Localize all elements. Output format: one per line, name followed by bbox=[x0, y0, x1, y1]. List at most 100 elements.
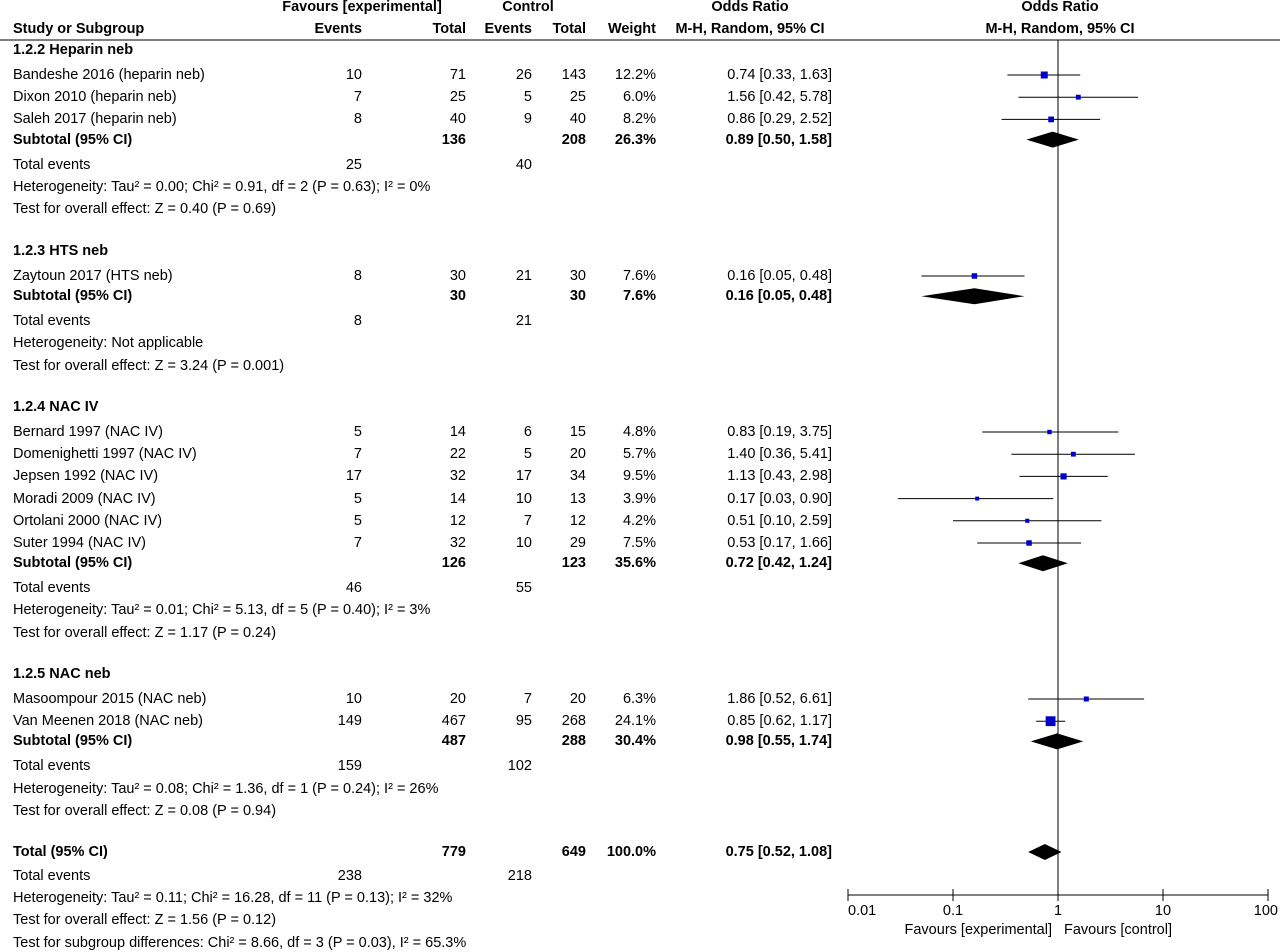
header-study-col: Study or Subgroup bbox=[13, 21, 145, 37]
study-name: Ortolani 2000 (NAC IV) bbox=[13, 512, 163, 529]
exp-total: 32 bbox=[449, 535, 466, 551]
subtotal-odds-ratio: 0.98 [0.55, 1.74] bbox=[725, 733, 832, 750]
study-odds-ratio: 0.53 [0.17, 1.66] bbox=[727, 535, 832, 551]
ctrl-events: 5 bbox=[523, 89, 532, 106]
subgroup-differences-text: Test for subgroup differences: Chi² = 8.… bbox=[13, 934, 467, 951]
subgroup-title: 1.2.2 Heparin neb bbox=[13, 42, 134, 58]
ctrl-events: 5 bbox=[523, 446, 532, 463]
ctrl-events: 10 bbox=[515, 535, 532, 551]
study-name: Van Meenen 2018 (NAC neb) bbox=[13, 713, 203, 730]
subtotal-diamond bbox=[921, 288, 1025, 305]
study-weight: 8.2% bbox=[622, 111, 656, 128]
ctrl-total: 40 bbox=[569, 111, 586, 128]
study-odds-ratio: 0.83 [0.19, 3.75] bbox=[727, 424, 832, 440]
exp-events: 17 bbox=[345, 468, 362, 485]
study-odds-ratio: 0.17 [0.03, 0.90] bbox=[727, 490, 832, 507]
total-events-label: Total events bbox=[13, 156, 91, 173]
header-or-method: M-H, Random, 95% CI bbox=[675, 21, 825, 37]
x-tick-label: 10 bbox=[1154, 903, 1172, 919]
total-events-label: Total events bbox=[13, 313, 91, 330]
x-tick-label: 0.01 bbox=[848, 903, 877, 919]
header-ctrl-total: Total bbox=[552, 21, 586, 37]
study-name: Moradi 2009 (NAC IV) bbox=[13, 490, 156, 507]
exp-total: 14 bbox=[449, 424, 466, 440]
study-marker bbox=[1060, 473, 1067, 480]
total-events-ctrl: 21 bbox=[515, 313, 532, 330]
ctrl-events: 17 bbox=[515, 468, 532, 485]
study-marker bbox=[971, 273, 978, 279]
study-odds-ratio: 1.86 [0.52, 6.61] bbox=[727, 691, 832, 707]
exp-events: 7 bbox=[353, 535, 362, 551]
study-marker bbox=[1048, 116, 1054, 123]
overall-effect-text: Test for overall effect: Z = 3.24 (P = 0… bbox=[13, 357, 285, 374]
study-marker bbox=[1083, 696, 1089, 702]
study-weight: 6.3% bbox=[622, 691, 656, 707]
total-events-exp: 159 bbox=[337, 758, 362, 775]
exp-events: 10 bbox=[345, 67, 362, 83]
subtotal-weight: 26.3% bbox=[614, 131, 656, 148]
header-exp-events: Events bbox=[314, 21, 362, 37]
subgroup-title: 1.2.5 NAC neb bbox=[13, 666, 111, 682]
study-marker bbox=[1070, 451, 1076, 457]
subtotal-ctrl-total: 123 bbox=[561, 555, 586, 572]
subtotal-odds-ratio: 0.72 [0.42, 1.24] bbox=[725, 555, 832, 572]
overall-effect-text: Test for overall effect: Z = 1.17 (P = 0… bbox=[13, 624, 277, 641]
ctrl-events: 7 bbox=[523, 512, 532, 529]
exp-events: 5 bbox=[353, 424, 362, 440]
study-name: Masoompour 2015 (NAC neb) bbox=[13, 691, 207, 707]
subtotal-exp-total: 30 bbox=[449, 288, 466, 305]
ctrl-events: 26 bbox=[515, 67, 532, 83]
subtotal-ctrl-total: 30 bbox=[569, 288, 586, 305]
header-ctrl-group: Control bbox=[502, 0, 554, 15]
exp-total: 467 bbox=[441, 713, 466, 730]
total-events-ctrl: 55 bbox=[515, 580, 532, 597]
ctrl-events: 9 bbox=[523, 111, 532, 128]
subtotal-ctrl-total: 288 bbox=[561, 733, 586, 750]
total-diamond bbox=[1028, 844, 1062, 860]
total-events-label: Total events bbox=[13, 758, 91, 775]
exp-total: 40 bbox=[449, 111, 466, 128]
overall-effect-text: Test for overall effect: Z = 0.40 (P = 0… bbox=[13, 201, 277, 217]
study-weight: 4.8% bbox=[622, 424, 656, 440]
study-odds-ratio: 1.56 [0.42, 5.78] bbox=[727, 89, 832, 106]
header-exp-group: Favours [experimental] bbox=[282, 0, 442, 15]
study-weight: 4.2% bbox=[622, 512, 656, 529]
heterogeneity-text: Heterogeneity: Tau² = 0.01; Chi² = 5.13,… bbox=[13, 602, 431, 619]
study-odds-ratio: 0.74 [0.33, 1.63] bbox=[727, 67, 832, 83]
total-ctrl-total: 649 bbox=[561, 844, 586, 860]
heterogeneity-text: Heterogeneity: Tau² = 0.08; Chi² = 1.36,… bbox=[13, 780, 439, 797]
exp-events: 8 bbox=[353, 111, 362, 128]
exp-total: 32 bbox=[449, 468, 466, 485]
ctrl-total: 20 bbox=[569, 691, 586, 707]
ctrl-total: 143 bbox=[561, 67, 586, 83]
header-ctrl-events: Events bbox=[484, 21, 532, 37]
study-name: Bernard 1997 (NAC IV) bbox=[13, 424, 163, 440]
study-odds-ratio: 0.51 [0.10, 2.59] bbox=[727, 512, 832, 529]
exp-events: 5 bbox=[353, 512, 362, 529]
subtotal-label: Subtotal (95% CI) bbox=[13, 288, 133, 305]
header-or-col-plot: Odds Ratio bbox=[1021, 0, 1099, 15]
ctrl-events: 7 bbox=[523, 691, 532, 707]
study-odds-ratio: 0.16 [0.05, 0.48] bbox=[727, 268, 832, 284]
study-name: Suter 1994 (NAC IV) bbox=[13, 535, 146, 551]
ctrl-events: 95 bbox=[515, 713, 532, 730]
ctrl-total: 15 bbox=[569, 424, 586, 440]
ctrl-events: 10 bbox=[515, 490, 532, 507]
exp-total: 71 bbox=[449, 67, 466, 83]
study-marker bbox=[1026, 540, 1032, 546]
exp-events: 8 bbox=[353, 268, 362, 284]
study-weight: 6.0% bbox=[622, 89, 656, 106]
subtotal-odds-ratio: 0.89 [0.50, 1.58] bbox=[725, 131, 832, 148]
x-tick-label: 1 bbox=[1053, 903, 1063, 919]
study-odds-ratio: 0.85 [0.62, 1.17] bbox=[727, 713, 832, 730]
subtotal-exp-total: 487 bbox=[441, 733, 466, 750]
subtotal-exp-total: 126 bbox=[441, 555, 466, 572]
total-events-exp: 25 bbox=[345, 156, 362, 173]
exp-events: 5 bbox=[353, 490, 362, 507]
subtotal-label: Subtotal (95% CI) bbox=[13, 555, 133, 572]
subtotal-diamond bbox=[1030, 733, 1084, 750]
overall-effect-text: Test for overall effect: Z = 0.08 (P = 0… bbox=[13, 802, 277, 819]
subtotal-odds-ratio: 0.16 [0.05, 0.48] bbox=[725, 288, 832, 305]
heterogeneity-text: Heterogeneity: Tau² = 0.00; Chi² = 0.91,… bbox=[13, 178, 431, 195]
exp-total: 14 bbox=[449, 490, 466, 507]
